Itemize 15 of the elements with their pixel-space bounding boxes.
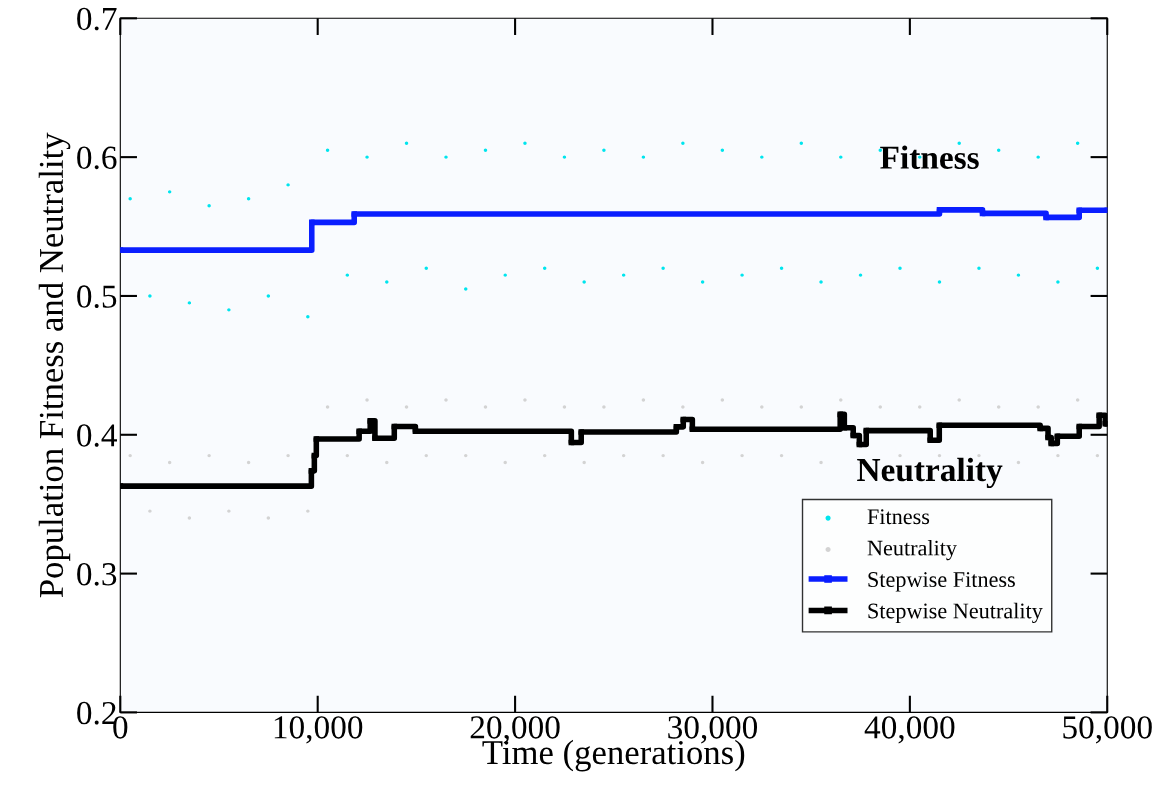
- x-tick-label: 50,000: [1063, 716, 1152, 744]
- annotation: Neutrality: [857, 457, 1003, 489]
- y-tick-label: 0.5: [77, 285, 117, 308]
- y-tick-label: 0.6: [77, 146, 117, 170]
- annotation: Fitness: [880, 145, 979, 169]
- x-tick-label: 40,000: [864, 716, 955, 744]
- legend-label: Stepwise Fitness: [868, 572, 1015, 592]
- y-tick-label: 0.3: [77, 563, 117, 586]
- y-tick-label: 0.7: [77, 7, 117, 31]
- legend-label: Neutrality: [867, 539, 957, 561]
- y-tick-label: 0.4: [77, 424, 118, 447]
- legend-label: Fitness: [867, 509, 930, 525]
- legend-label: Stepwise Neutrality: [868, 602, 1043, 624]
- y-axis-title: Population Fitness and Neutrality: [38, 132, 71, 598]
- x-tick-label: 10,000: [274, 716, 363, 744]
